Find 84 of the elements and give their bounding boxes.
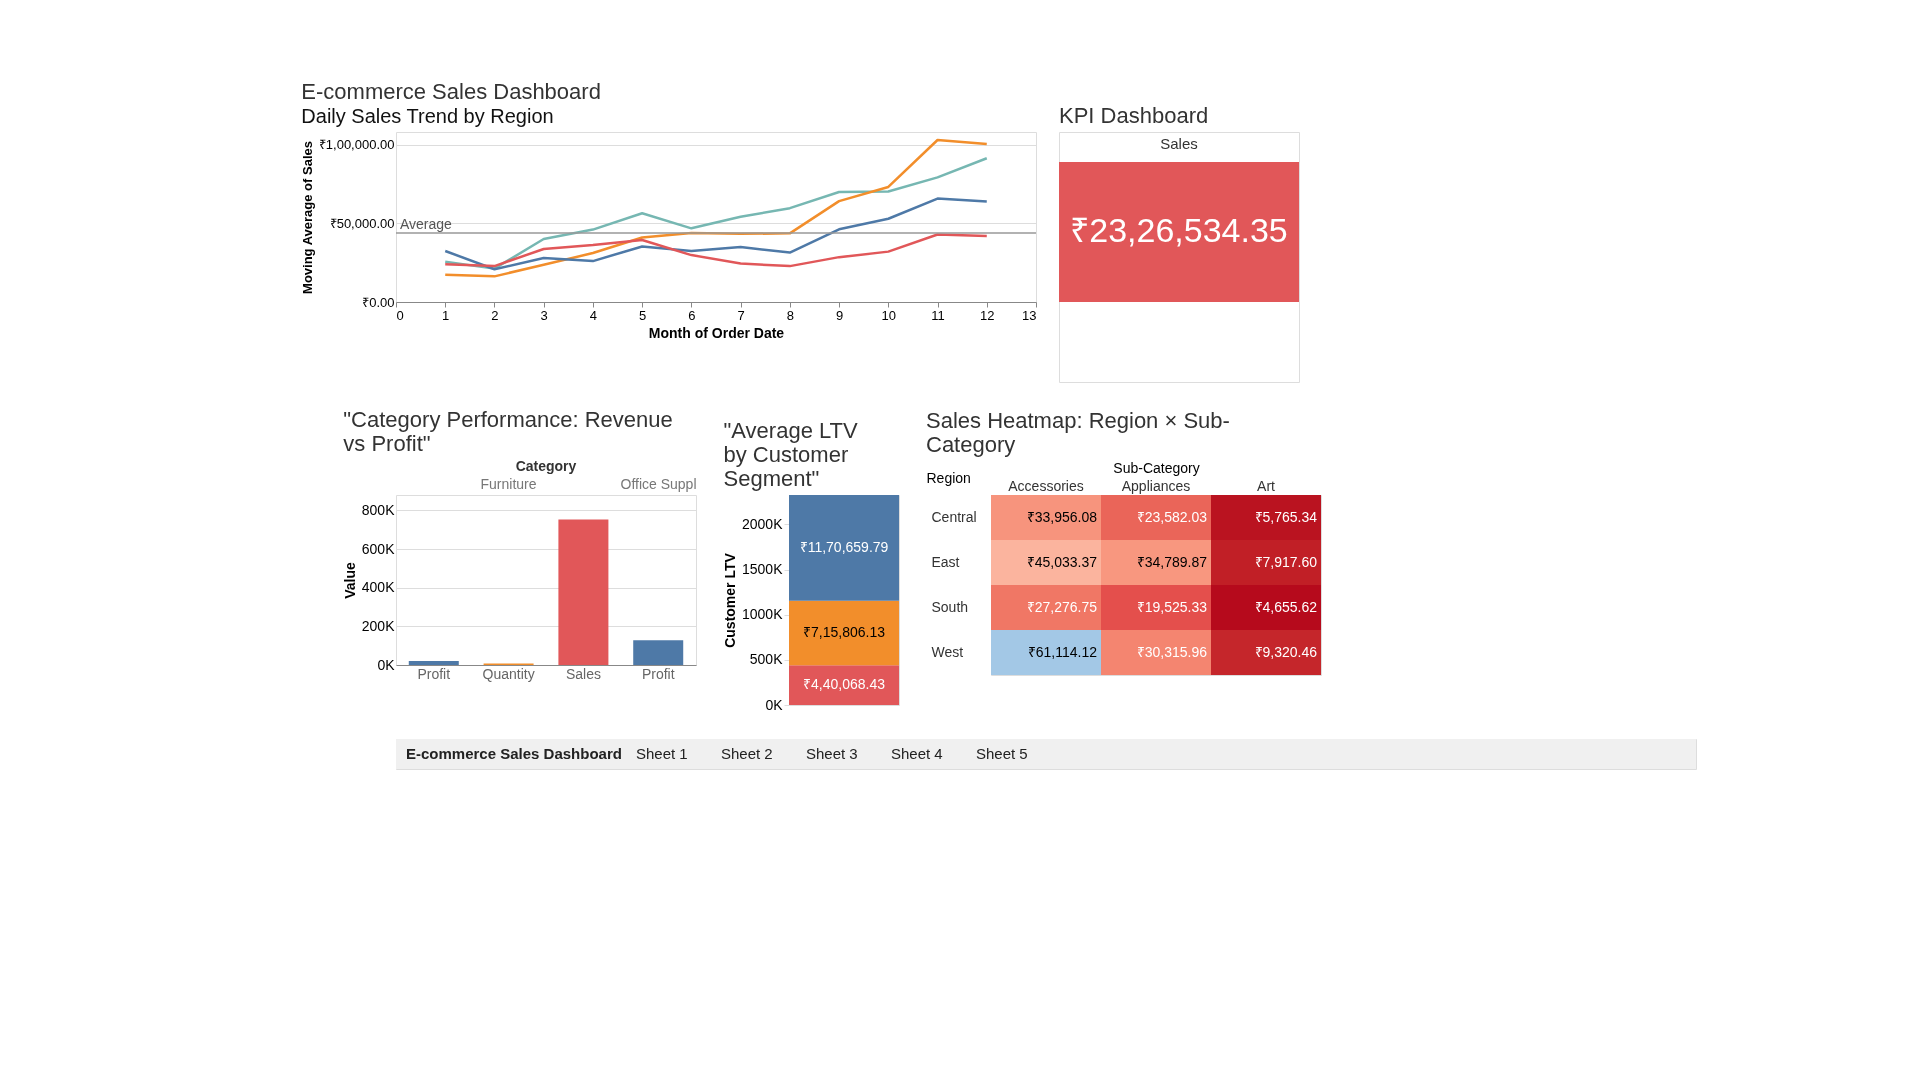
y-tick-label: West (931, 643, 964, 660)
data-label: ₹9,320.46 (1254, 643, 1318, 660)
x-axis-title: Month of Order Date (648, 324, 785, 341)
x-tick-label: Profit (417, 665, 451, 682)
data-label: ₹30,315.96 (1136, 643, 1208, 660)
data-label: ₹33,956.08 (1026, 508, 1098, 525)
bar (558, 519, 609, 665)
data-label: ₹19,525.33 (1136, 598, 1208, 615)
text: ₹23,26,534.35 (1070, 211, 1288, 249)
ref-line-label: Average (400, 215, 453, 232)
text: E-commerce Sales Dashboard (406, 745, 622, 762)
text: Sheet 3 (806, 745, 858, 762)
y-tick-label: ₹1,00,000.00 (318, 137, 395, 153)
y-axis-title: Region (926, 469, 971, 486)
y-tick-label: 0K (377, 656, 396, 673)
data-label: ₹45,033.37 (1026, 553, 1098, 570)
x-tick-label: 0 (396, 307, 404, 323)
x-tick-label: Quantity (482, 665, 535, 682)
y-tick-label: 800K (361, 501, 396, 518)
y-tick-label: Central (931, 508, 977, 525)
x-axis-title: Sub-Category (1113, 459, 1200, 476)
x-tick-label: 4 (589, 307, 598, 323)
y-axis-title: Customer LTV (722, 552, 739, 648)
x-tick-label: 7 (737, 307, 745, 323)
x-tick-label: Profit (641, 665, 675, 682)
bar (789, 495, 899, 601)
data-label: ₹7,917.60 (1254, 553, 1318, 570)
y-tick-label: 400K (361, 579, 396, 596)
x-tick-label: 9 (835, 307, 844, 323)
x-axis-title: Category (515, 458, 577, 474)
data-label: ₹61,114.12 (1027, 643, 1098, 660)
data-label: ₹5,765.34 (1254, 508, 1318, 525)
bar (633, 640, 684, 665)
x-tick-label: 8 (786, 307, 794, 323)
data-label: ₹27,276.75 (1026, 598, 1098, 615)
line-series (443, 233, 989, 268)
bar (408, 660, 459, 665)
text: Sheet 1 (636, 745, 688, 762)
x-tick-label: 2 (491, 307, 499, 323)
data-label: ₹7,15,806.13 (803, 623, 886, 640)
x-tick-label: 11 (931, 307, 945, 323)
text: Furniture (480, 476, 537, 492)
chart-title: "Category Performance: Revenue vs Profit" (343, 407, 673, 456)
text: Sheet 2 (721, 745, 773, 762)
x-tick-label: 6 (688, 307, 696, 323)
text: KPI Dashboard (1059, 103, 1209, 128)
y-tick-label: 0K (765, 696, 784, 713)
bar (789, 665, 899, 705)
chart-title: "Average LTV by Customer Segment" (723, 418, 859, 491)
x-tick-label: 5 (639, 307, 647, 323)
y-axis-title: Value (341, 562, 358, 599)
text: Sales (1160, 135, 1198, 152)
chart-subtitle: Daily Sales Trend by Region (301, 105, 554, 127)
y-tick-label: 500K (749, 651, 784, 668)
y-tick-label: 1000K (742, 606, 784, 623)
y-tick-label: 600K (361, 540, 396, 557)
y-tick-label: 2000K (742, 515, 784, 532)
x-tick-label: Accessories (1008, 477, 1084, 494)
y-axis-title: Moving Average of Sales (299, 141, 315, 294)
text: Sheet 5 (976, 745, 1028, 762)
x-tick-label: Art (1257, 477, 1276, 494)
y-tick-label: South (931, 598, 969, 615)
x-tick-label: 10 (881, 307, 897, 323)
x-tick-label: 13 (1022, 307, 1037, 323)
x-tick-label: 1 (442, 307, 450, 323)
chart-title: Sales Heatmap: Region × Sub-Category (926, 408, 1230, 457)
y-tick-label: ₹0.00 (362, 294, 395, 310)
y-tick-label: East (931, 553, 960, 570)
y-tick-label: 200K (361, 617, 396, 634)
data-label: ₹11,70,659.79 (799, 538, 889, 555)
x-tick-label: 3 (540, 307, 548, 323)
x-tick-label: Appliances (1121, 477, 1191, 494)
chart-title: E-commerce Sales Dashboard (301, 79, 601, 104)
data-label: ₹34,789.87 (1136, 553, 1208, 570)
data-label: ₹23,582.03 (1136, 508, 1208, 525)
bar (789, 600, 899, 666)
data-label: ₹4,655.62 (1254, 598, 1318, 615)
text: Office Suppl (620, 476, 697, 492)
y-tick-label: ₹50,000.00 (329, 215, 395, 231)
x-tick-label: Sales (565, 665, 601, 682)
data-label: ₹4,40,068.43 (803, 676, 886, 693)
y-tick-label: 1500K (742, 561, 784, 578)
text: Sheet 4 (891, 745, 943, 762)
x-tick-label: 12 (980, 307, 995, 323)
